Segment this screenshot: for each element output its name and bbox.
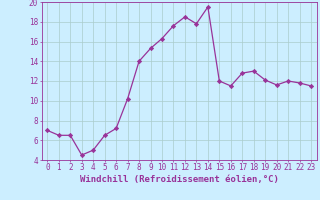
X-axis label: Windchill (Refroidissement éolien,°C): Windchill (Refroidissement éolien,°C) xyxy=(80,175,279,184)
